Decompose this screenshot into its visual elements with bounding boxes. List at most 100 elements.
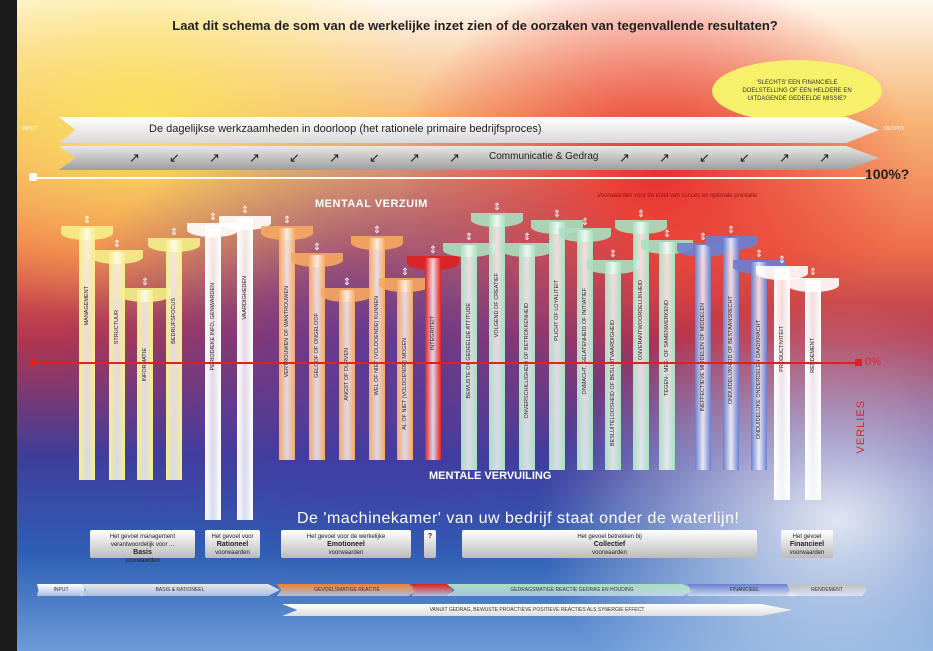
up-down-arrow-icon: ⇕ bbox=[428, 245, 438, 256]
column-stem bbox=[205, 225, 221, 520]
column-label: VAARDIGHEDEN bbox=[242, 276, 248, 320]
column-21: ⇕ INEFFECTIEVE MIDDELEN OF MIDDELEN bbox=[677, 233, 729, 470]
up-down-arrow-icon: ⇕ bbox=[372, 225, 382, 236]
column-label: RENDEMENT bbox=[810, 338, 816, 373]
condition-box-note: Het gevoel betrekken bij bbox=[577, 534, 642, 540]
column-17: ⇕ ONMACHT, GELATENHEID OF INITIATIEF bbox=[559, 218, 611, 470]
column-stem bbox=[309, 255, 325, 460]
column-label: AL OF NIET (VOLDOENDE) MOGEN bbox=[402, 338, 408, 430]
output-label: OUTPUT bbox=[884, 126, 905, 132]
verlies-label: VERLIES bbox=[855, 400, 867, 454]
up-down-arrow-icon: ⇕ bbox=[112, 239, 122, 250]
condition-box-subtitle: voorwaarden bbox=[215, 550, 250, 556]
column-stem bbox=[339, 290, 355, 460]
column-18: ⇕ BESLUITELOOSHEID OF BESLUITVAARDIGHEID bbox=[587, 250, 639, 470]
mission-bubble: 'SLECHTS' EEN FINANCIELE DOELSTELLING OF… bbox=[712, 60, 882, 122]
zero-percent-line bbox=[31, 362, 861, 364]
diagonal-arrow-icon: ↙ bbox=[699, 150, 710, 165]
up-down-arrow-icon: ⇕ bbox=[240, 205, 250, 216]
condition-box-note: Het gevoel management verantwoordelijk v… bbox=[109, 534, 176, 548]
synergy-bar: VANUIT GEDRAG, BEWUSTE PROACTIEVE POSITI… bbox=[282, 604, 792, 616]
column-19: ⇕ ONVERANTWOORDELIJKHEID bbox=[615, 210, 667, 470]
diagonal-arrow-icon: ↗ bbox=[619, 150, 630, 165]
up-down-arrow-icon: ⇕ bbox=[552, 209, 562, 220]
column-label: BEWUSTE OF GEDEELDE ATTITUDE bbox=[466, 303, 472, 399]
column-1: ⇕ MANAGEMENT bbox=[61, 216, 113, 480]
column-12: ⇕ INTEGRITEIT bbox=[407, 246, 459, 460]
column-label: PRODUCTIVITEIT bbox=[779, 326, 785, 372]
up-down-arrow-icon: ⇕ bbox=[580, 217, 590, 228]
up-down-arrow-icon: ⇕ bbox=[342, 277, 352, 288]
up-down-arrow-icon: ⇕ bbox=[726, 225, 736, 236]
condition-box: Het gevoel voor de werkelijke Emotioneel v… bbox=[281, 530, 411, 558]
column-stem bbox=[166, 240, 182, 480]
column-label: BESLUITELOOSHEID OF BESLUITVAARDIGHEID bbox=[610, 320, 616, 447]
mentale-vervuiling-label: MENTALE VERVUILING bbox=[429, 470, 552, 482]
condition-box-title: Basis bbox=[133, 549, 152, 556]
column-23: ⇕ ONDUIDELIJKE ONDERDELEN DAADKRACHT bbox=[733, 250, 785, 470]
column-label: ONMACHT, GELATENHEID OF INITIATIEF bbox=[582, 288, 588, 395]
column-label: VOLGEND OF CREATIEF bbox=[494, 273, 500, 338]
condition-box: ? bbox=[424, 530, 436, 558]
column-11: ⇕ AL OF NIET (VOLDOENDE) MOGEN bbox=[379, 268, 431, 460]
up-down-arrow-icon: ⇕ bbox=[282, 215, 292, 226]
column-stem bbox=[461, 245, 477, 470]
diagonal-arrow-icon: ↙ bbox=[289, 150, 300, 165]
reaction-bar: GEDRAGSMATIGE REACTIE GEDRAG EN HOUDING bbox=[447, 584, 697, 596]
up-down-arrow-icon: ⇕ bbox=[140, 277, 150, 288]
condition-box-subtitle: voorwaarden bbox=[125, 558, 160, 564]
zero-line-marker bbox=[855, 359, 862, 366]
column-label: GELOOF OF ONGELOOF bbox=[314, 313, 320, 378]
column-label: ONVERSCHILLIGHEID OF BETROKKENHEID bbox=[524, 303, 530, 419]
column-stem bbox=[489, 215, 505, 470]
up-down-arrow-icon: ⇕ bbox=[492, 202, 502, 213]
column-7: ⇕ VERTROUWEN OF WANTROUWEN bbox=[261, 216, 313, 460]
process-arrow-label: De dagelijkse werkzaamheden in doorloop … bbox=[149, 123, 542, 135]
up-down-arrow-icon: ⇕ bbox=[808, 267, 818, 278]
up-down-arrow-icon: ⇕ bbox=[608, 249, 618, 260]
condition-box: Het gevoel management verantwoordelijk v… bbox=[90, 530, 195, 564]
column-stem bbox=[79, 228, 95, 480]
column-stem bbox=[659, 242, 675, 470]
column-stem bbox=[109, 252, 125, 480]
up-down-arrow-icon: ⇕ bbox=[636, 209, 646, 220]
reaction-bar: BASIS & RATIONEEL bbox=[80, 584, 280, 596]
column-stem bbox=[577, 230, 593, 470]
column-stem bbox=[397, 280, 413, 460]
diagonal-arrow-icon: ↙ bbox=[369, 150, 380, 165]
column-13: ⇕ BEWUSTE OF GEDEELDE ATTITUDE bbox=[443, 233, 495, 470]
hundred-percent-label: 100%? bbox=[865, 166, 910, 182]
up-down-arrow-icon: ⇕ bbox=[169, 227, 179, 238]
diagonal-arrow-icon: ↗ bbox=[819, 150, 830, 165]
column-stem bbox=[751, 262, 767, 470]
column-label: STRUCTUUR bbox=[114, 310, 120, 345]
diagonal-arrow-icon: ↙ bbox=[739, 150, 750, 165]
column-stem bbox=[237, 218, 253, 520]
column-stem bbox=[695, 245, 711, 470]
column-label: PERIODIEKE INFO, GENWARDEN bbox=[210, 283, 216, 371]
condition-box-title: Financieel bbox=[789, 541, 825, 548]
column-stem bbox=[425, 258, 441, 460]
column-5: ⇕ PERIODIEKE INFO, GENWARDEN bbox=[187, 213, 239, 520]
column-label: MANAGEMENT bbox=[84, 286, 90, 326]
column-label: BEDRIJFSFOCUS bbox=[171, 298, 177, 344]
column-label: ONDUIDELIJKHEID OF BESTAANSRECHT bbox=[728, 296, 734, 405]
column-label: INEFFECTIEVE MIDDELEN OF MIDDELEN bbox=[700, 303, 706, 412]
column-20: ⇕ TEGEN-, MEE- OF SAMENWERKEND bbox=[641, 230, 693, 470]
reaction-bar: GEVOELSMATIGE REACTIE bbox=[277, 584, 417, 596]
column-stem bbox=[633, 222, 649, 470]
condition-box: Het gevoel betrekken bij Collectief voorwa… bbox=[462, 530, 757, 558]
hundred-percent-line bbox=[33, 177, 873, 179]
column-14: ⇕ VOLGEND OF CREATIEF bbox=[471, 203, 523, 470]
diagonal-arrow-icon: ↗ bbox=[129, 150, 140, 165]
up-down-arrow-icon: ⇕ bbox=[522, 232, 532, 243]
column-label: INFORMATIE bbox=[142, 348, 148, 382]
diagonal-arrow-icon: ↗ bbox=[209, 150, 220, 165]
column-label: TEGEN-, MEE- OF SAMENWERKEND bbox=[664, 300, 670, 396]
up-down-arrow-icon: ⇕ bbox=[777, 255, 787, 266]
condition-box-title: Emotioneel bbox=[327, 541, 365, 548]
condition-box-subtitle: voorwaarden bbox=[592, 550, 627, 556]
up-down-arrow-icon: ⇕ bbox=[698, 232, 708, 243]
column-stem bbox=[723, 238, 739, 470]
column-label: WEL OF NIET (VOLDOENDE) KUNNEN bbox=[374, 296, 380, 396]
